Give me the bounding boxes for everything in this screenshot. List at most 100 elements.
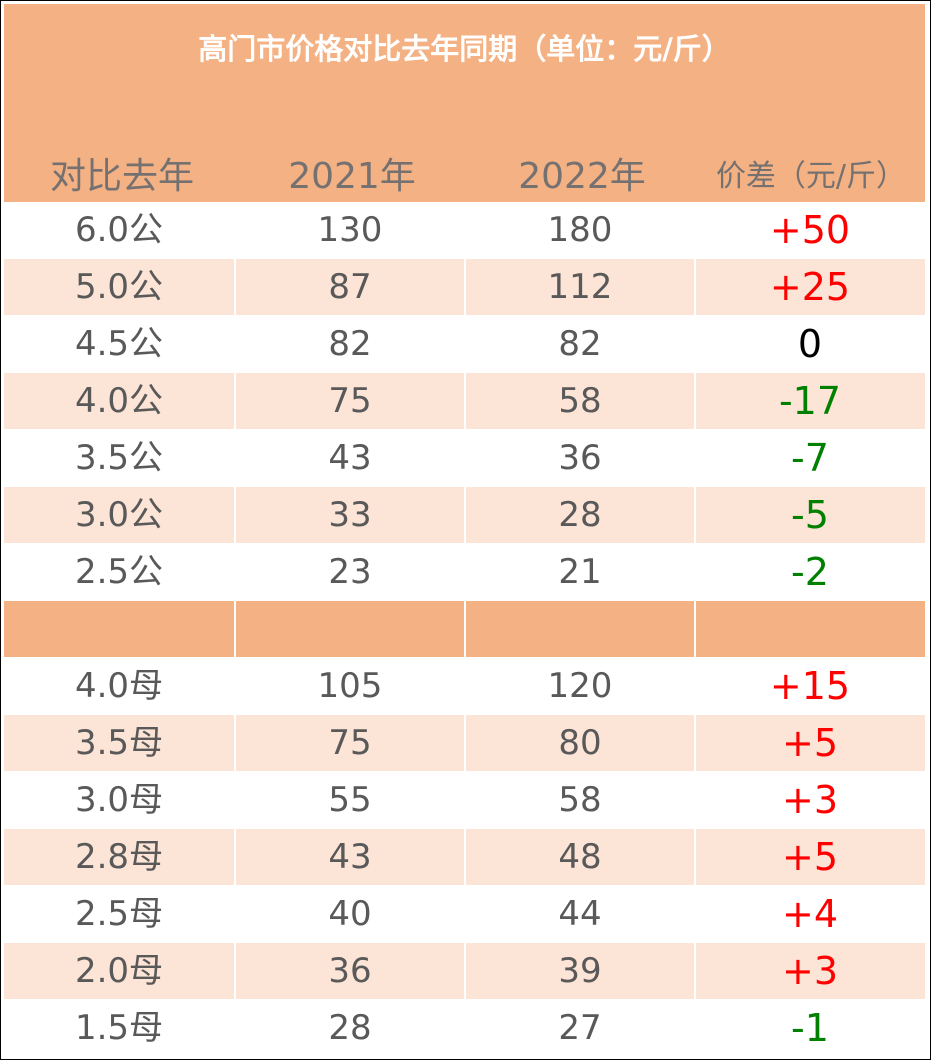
column-divider [464, 544, 466, 600]
value-2021-cell: 87 [328, 267, 372, 307]
column-divider [464, 373, 466, 429]
column-divider [234, 886, 236, 942]
diff-cell: +50 [769, 208, 851, 252]
value-2022-cell: 39 [558, 951, 602, 991]
row-label-cell: 3.0母 [74, 780, 164, 820]
diff-cell: +5 [781, 835, 839, 879]
value-2022-cell: 21 [558, 552, 602, 592]
value-2021-cell: 55 [328, 780, 372, 820]
column-divider [694, 943, 696, 999]
row-label-cell: 4.0母 [74, 666, 164, 706]
diff-cell: -1 [791, 1006, 829, 1050]
value-2022-cell: 28 [558, 495, 602, 535]
table-row: 2.8母 43 48 +5 [4, 829, 925, 885]
diff-cell: +25 [769, 265, 851, 309]
column-header-2022: 2022年 [518, 156, 646, 197]
diff-cell: +15 [769, 664, 851, 708]
table-row: 3.0母 55 58 +3 [4, 772, 925, 828]
column-divider [234, 373, 236, 429]
diff-cell: +3 [781, 949, 839, 993]
value-2022-cell: 44 [558, 894, 602, 934]
diff-cell: 0 [797, 322, 823, 366]
row-label-cell: 2.8母 [74, 837, 164, 877]
value-2022-cell: 58 [558, 381, 602, 421]
column-divider [694, 715, 696, 771]
row-label-cell: 2.5母 [74, 894, 164, 934]
value-2021-cell: 75 [328, 381, 372, 421]
column-divider [464, 316, 466, 372]
diff-cell: +4 [781, 892, 839, 936]
value-2022-cell: 58 [558, 780, 602, 820]
value-2021-cell: 75 [328, 723, 372, 763]
table-row: 5.0公 87 112 +25 [4, 259, 925, 315]
column-divider [694, 373, 696, 429]
table-row: 3.5公 43 36 -7 [4, 430, 925, 486]
diff-cell: +3 [781, 778, 839, 822]
table-row: 2.5母 40 44 +4 [4, 886, 925, 942]
column-divider [464, 658, 466, 714]
value-2021-cell: 36 [328, 951, 372, 991]
value-2022-cell: 27 [558, 1008, 602, 1048]
column-divider [694, 544, 696, 600]
column-divider [234, 943, 236, 999]
column-divider [234, 487, 236, 543]
table-row: 3.0公 33 28 -5 [4, 487, 925, 543]
diff-cell: -7 [791, 436, 829, 480]
value-2021-cell: 43 [328, 438, 372, 478]
column-divider [464, 772, 466, 828]
table-row: 4.0公 75 58 -17 [4, 373, 925, 429]
row-label-cell: 2.0母 [74, 951, 164, 991]
diff-cell: -2 [791, 550, 829, 594]
value-2021-cell: 43 [328, 837, 372, 877]
column-divider [234, 829, 236, 885]
table-row: 4.0母 105 120 +15 [4, 658, 925, 714]
row-label-cell: 3.5公 [74, 438, 164, 478]
column-divider [464, 1000, 466, 1056]
value-2021-cell: 40 [328, 894, 372, 934]
column-divider [234, 202, 236, 258]
column-divider [234, 544, 236, 600]
table-title: 高门市价格对比去年同期（单位：元/斤） [198, 32, 731, 66]
table-row: 1.5母 28 27 -1 [4, 1000, 925, 1056]
column-divider [234, 658, 236, 714]
diff-cell: -17 [778, 379, 842, 423]
value-2021-cell: 82 [328, 324, 372, 364]
column-divider [234, 316, 236, 372]
column-divider [234, 1000, 236, 1056]
column-divider [464, 487, 466, 543]
value-2022-cell: 112 [547, 267, 613, 307]
column-divider [464, 715, 466, 771]
column-divider [694, 886, 696, 942]
column-divider [694, 259, 696, 315]
value-2021-cell: 28 [328, 1008, 372, 1048]
column-divider [464, 259, 466, 315]
column-divider [694, 772, 696, 828]
value-2021-cell: 33 [328, 495, 372, 535]
column-divider [464, 601, 466, 657]
row-label-cell: 2.5公 [74, 552, 164, 592]
column-divider [694, 316, 696, 372]
table-header: 高门市价格对比去年同期（单位：元/斤） 对比去年 2021年 2022年 价差（… [4, 4, 925, 202]
column-divider [234, 430, 236, 486]
column-divider [234, 772, 236, 828]
column-divider [694, 601, 696, 657]
column-divider [694, 202, 696, 258]
column-divider [694, 487, 696, 543]
column-divider [694, 658, 696, 714]
row-label-cell: 6.0公 [74, 210, 164, 250]
row-label-cell: 5.0公 [74, 267, 164, 307]
column-divider [464, 829, 466, 885]
diff-cell: -5 [791, 493, 829, 537]
column-divider [464, 202, 466, 258]
column-divider [234, 259, 236, 315]
value-2022-cell: 82 [558, 324, 602, 364]
table-row: 3.5母 75 80 +5 [4, 715, 925, 771]
row-label-cell: 1.5母 [74, 1008, 164, 1048]
group-separator-row [4, 601, 925, 657]
value-2022-cell: 80 [558, 723, 602, 763]
column-divider [234, 715, 236, 771]
column-header-diff: 价差（元/斤） [715, 159, 907, 194]
column-divider [464, 943, 466, 999]
table-row: 6.0公 130 180 +50 [4, 202, 925, 258]
